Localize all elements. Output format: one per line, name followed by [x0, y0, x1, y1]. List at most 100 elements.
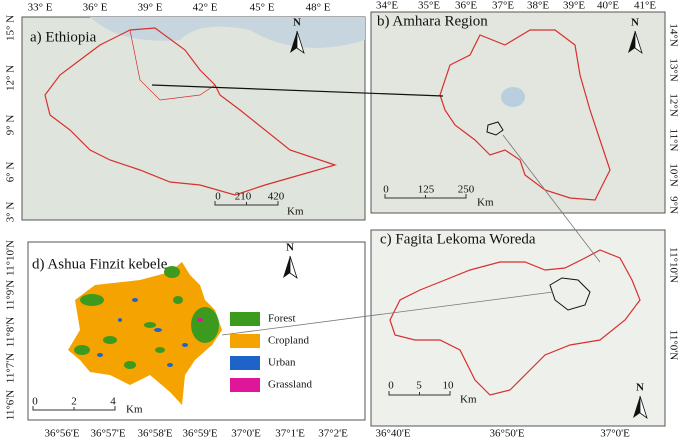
woreda-boundary — [389, 249, 641, 396]
map-b — [370, 11, 666, 214]
land-cover-forest — [74, 266, 219, 369]
land-cover-cropland — [68, 262, 222, 405]
scale-label: 420 — [268, 191, 285, 203]
latitude-label: 12°N — [667, 93, 679, 116]
longitude-label: 36°58'E — [137, 428, 172, 440]
latitude-label: 11°8'N — [5, 317, 17, 347]
legend-label: Forest — [268, 313, 296, 325]
longitude-label: 40°E — [597, 0, 619, 12]
longitude-label: 41°E — [634, 0, 656, 12]
longitude-label: 39° E — [138, 2, 163, 14]
north-arrow — [289, 255, 298, 280]
woreda-location — [486, 121, 504, 136]
scale-label: 210 — [235, 191, 252, 203]
latitude-label: 11°6'N — [5, 390, 17, 420]
longitude-label: 42° E — [193, 2, 218, 14]
panel-title: a) Ethiopia — [30, 29, 97, 45]
region-boundaries — [129, 29, 216, 101]
scale-label: 10 — [443, 380, 455, 392]
legend-label: Grassland — [268, 379, 312, 391]
scale-label: 5 — [416, 380, 422, 392]
panel-title: d) Ashua Finzit kebele — [32, 256, 168, 272]
lake — [501, 87, 525, 107]
connector — [502, 134, 601, 263]
panel-title: b) Amhara Region — [377, 13, 488, 29]
scale-label: 4 — [110, 396, 116, 408]
north-label: N — [636, 382, 644, 394]
longitude-label: 36°57'E — [90, 428, 125, 440]
longitude-label: 36°50'E — [489, 428, 524, 440]
latitude-label: 10°N — [667, 163, 679, 186]
scale-bar — [384, 194, 467, 199]
longitude-label: 35°E — [418, 0, 440, 12]
latitude-label: 12° N — [5, 65, 17, 91]
legend-label: Urban — [268, 357, 296, 369]
north-arrow — [296, 30, 305, 55]
scale-label: 0 — [215, 191, 221, 203]
longitude-label: 34°E — [376, 0, 398, 12]
longitude-label: 36°56'E — [44, 428, 79, 440]
connector — [151, 84, 444, 97]
north-arrow — [634, 30, 643, 55]
north-arrow — [283, 256, 290, 278]
longitude-label: 37°0'E — [600, 428, 630, 440]
longitude-label: 37°1'E — [275, 428, 305, 440]
latitude-label: 3° N — [5, 202, 17, 223]
longitude-label: 37°0'E — [231, 428, 261, 440]
latitude-label: 6° N — [5, 162, 17, 183]
panel-title: c) Fagita Lekoma Woreda — [380, 231, 536, 247]
country-boundary — [44, 27, 338, 196]
latitude-label: 15° N — [5, 15, 17, 41]
land-cover-grassland — [197, 318, 203, 322]
legend-swatch — [230, 356, 260, 370]
legend-label: Cropland — [268, 335, 309, 347]
latitude-label: 14°N — [667, 23, 679, 46]
legend-swatch — [230, 334, 260, 348]
longitude-label: 36° E — [83, 2, 108, 14]
longitude-label: 37°2'E — [318, 428, 348, 440]
scale-unit: Km — [126, 404, 143, 416]
scale-bar — [388, 391, 451, 396]
latitude-label: 11°0'N — [667, 330, 679, 360]
legend-swatch — [230, 378, 260, 392]
latitude-label: 9° N — [5, 115, 17, 136]
longitude-label: 36°59'E — [182, 428, 217, 440]
latitude-label: 13°N — [667, 58, 679, 81]
scale-label: 2 — [71, 396, 77, 408]
scale-unit: Km — [287, 206, 304, 218]
scale-label: 250 — [458, 184, 475, 196]
longitude-label: 38°E — [527, 0, 549, 12]
latitude-label: 11°10'N — [667, 247, 679, 283]
longitude-label: 45° E — [250, 2, 275, 14]
scale-bar — [214, 201, 279, 206]
land-cover-urban — [97, 298, 188, 367]
scale-label: 125 — [418, 184, 435, 196]
latitude-label: 11°7'N — [5, 353, 17, 383]
scale-label: 0 — [388, 380, 394, 392]
scale-label: 0 — [32, 396, 38, 408]
longitude-label: 33° E — [28, 2, 53, 14]
sea — [22, 17, 365, 48]
latitude-label: 11°9'N — [5, 280, 17, 310]
kebele-location — [549, 277, 591, 311]
longitude-label: 48° E — [306, 2, 331, 14]
longitude-label: 36°40'E — [375, 428, 410, 440]
north-arrow — [633, 396, 640, 418]
scale-bar — [32, 406, 116, 411]
latitude-label: 9°N — [667, 196, 679, 214]
north-label: N — [293, 17, 301, 29]
latitude-label: 11°10'N — [5, 240, 17, 276]
scale-unit: Km — [460, 394, 477, 406]
longitude-label: 39°E — [563, 0, 585, 12]
scale-unit: Km — [477, 197, 494, 209]
map-a — [21, 16, 366, 221]
north-arrow — [639, 395, 648, 420]
longitude-label: 37°E — [492, 0, 514, 12]
north-arrow — [290, 31, 297, 53]
north-arrow — [628, 31, 635, 53]
north-label: N — [286, 242, 294, 254]
north-label: N — [631, 17, 639, 29]
legend-swatch — [230, 312, 260, 326]
scale-label: 0 — [383, 184, 389, 196]
